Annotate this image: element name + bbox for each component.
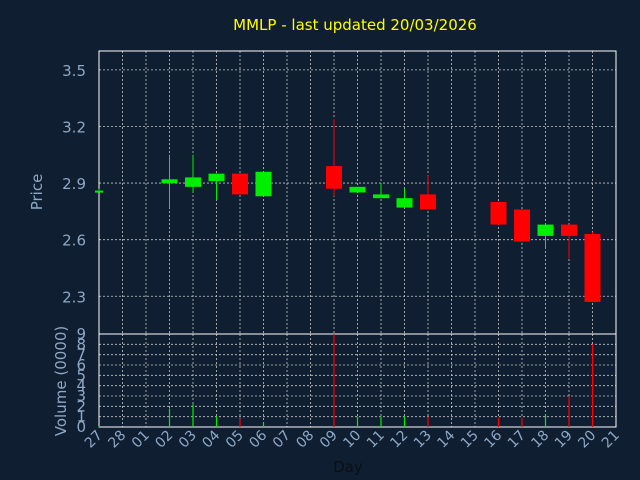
x-tick-label: 21 (599, 428, 623, 452)
volume-bar (544, 414, 547, 427)
volume-bar (497, 417, 500, 427)
price-y-tick-label: 2.3 (62, 288, 86, 306)
volume-bar (333, 334, 335, 427)
price-y-tick-label: 2.6 (62, 232, 86, 250)
volume-bar (591, 344, 594, 427)
volume-y-tick-label: 8 (76, 335, 86, 353)
volume-y-tick-label: 2 (76, 397, 86, 415)
x-tick-label: 11 (364, 428, 388, 452)
candle-body (232, 173, 248, 195)
x-tick-label: 06 (246, 427, 270, 451)
x-tick-label: 05 (223, 428, 247, 452)
candle-body (420, 194, 436, 210)
candle-body (185, 177, 201, 187)
volume-bar (215, 416, 218, 427)
volume-y-tick-label: 5 (76, 366, 86, 384)
volume-y-tick-label: 0 (76, 418, 86, 436)
x-tick-label: 02 (152, 428, 176, 452)
volume-bar (356, 416, 359, 427)
candle-body (490, 201, 507, 225)
x-tick-label: 28 (105, 428, 129, 452)
volume-grid (99, 334, 616, 427)
volume-y-tick-label: 6 (76, 356, 86, 374)
volume-y-tick-label: 3 (76, 387, 86, 405)
x-tick-label: 07 (270, 428, 294, 452)
candle-body (537, 224, 554, 236)
x-tick-label: 01 (129, 428, 153, 452)
x-tick-label: 20 (575, 428, 599, 452)
candle-body (349, 186, 366, 193)
volume-bar (239, 418, 241, 427)
candle-body (161, 179, 178, 184)
x-tick-label: 15 (458, 428, 482, 452)
candle-body (95, 190, 103, 193)
volume-bar (262, 422, 265, 427)
price-y-tick-labels: 2.3 2.6 2.9 3.2 3.5 (62, 62, 86, 306)
x-tick-label: 03 (176, 428, 200, 452)
volume-bar (98, 425, 100, 427)
candle-body (561, 224, 577, 236)
volume-bar (192, 404, 194, 427)
x-tick-label: 13 (411, 428, 435, 452)
candle-body (584, 234, 601, 302)
candle-body (208, 173, 225, 182)
candle-body (396, 198, 413, 208)
price-y-tick-label: 2.9 (62, 175, 86, 193)
volume-y-tick-label: 1 (76, 408, 86, 426)
volume-bar (380, 416, 382, 427)
price-panel: 2.3 2.6 2.9 3.2 3.5 Price (28, 50, 617, 335)
volume-bar (568, 396, 570, 427)
chart-title: MMLP - last updated 20/03/2026 (233, 16, 477, 34)
volume-y-tick-label: 4 (76, 377, 86, 395)
x-tick-label: 18 (528, 428, 552, 452)
x-tick-label: 12 (387, 428, 411, 452)
candle-body (373, 194, 389, 199)
volume-y-tick-label: 7 (76, 346, 86, 364)
x-tick-label: 04 (199, 427, 223, 451)
x-axis-label: Day (333, 458, 363, 476)
x-tick-label: 10 (340, 428, 364, 452)
volume-y-tick-label: 9 (76, 325, 86, 343)
candle-body (255, 171, 272, 197)
x-tick-label: 08 (293, 428, 317, 452)
price-y-tick-label: 3.2 (62, 118, 86, 136)
volume-bar (168, 408, 171, 427)
volume-bar (521, 417, 523, 427)
volume-bar (427, 416, 429, 427)
x-tick-label: 16 (481, 427, 505, 451)
price-y-axis-label: Price (28, 174, 46, 211)
x-tick-labels: 27 28 01 02 03 04 05 06 07 08 09 10 11 12 13 14 15 16 17 18… (82, 427, 623, 451)
candle-body (326, 166, 342, 189)
x-tick-label: 14 (434, 427, 458, 451)
volume-y-axis-label: Volume (0000) (52, 326, 70, 436)
price-y-tick-label: 3.5 (62, 62, 86, 80)
volume-bars (98, 334, 594, 427)
volume-bar (403, 416, 406, 427)
candle-body (514, 209, 530, 242)
x-tick-label: 17 (505, 428, 529, 452)
x-tick-label: 09 (317, 428, 341, 452)
x-tick-label: 19 (552, 428, 576, 452)
price-candles (95, 118, 601, 302)
